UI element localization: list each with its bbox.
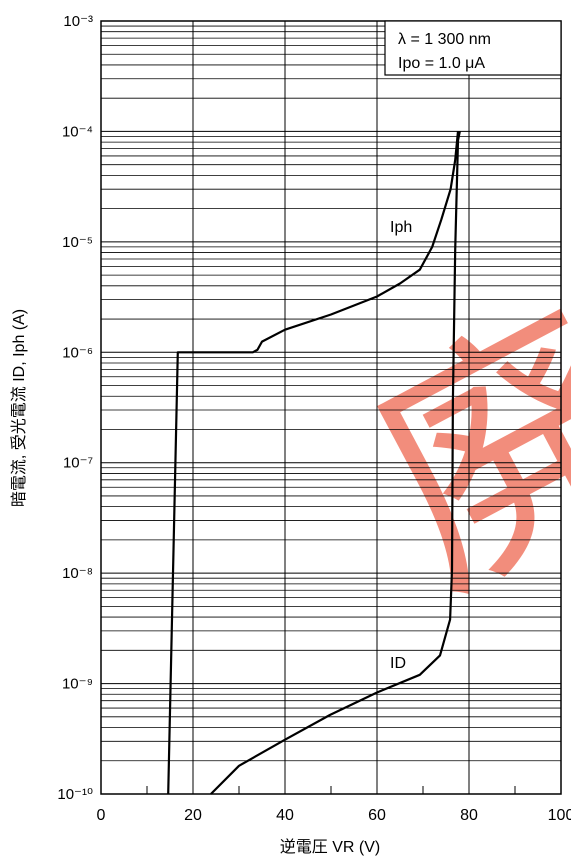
x-tick-label: 100 [548, 807, 571, 824]
y-tick-label: 10⁻³ [63, 13, 93, 30]
x-tick-label: 0 [97, 807, 106, 824]
y-tick-label: 10⁻¹⁰ [57, 786, 93, 803]
annotation: λ = 1 300 nm [398, 31, 491, 48]
x-tick-label: 60 [368, 807, 386, 824]
y-tick-label: 10⁻⁴ [62, 123, 93, 140]
annotation-box [384, 20, 562, 76]
y-tick-label: 10⁻⁷ [63, 455, 93, 472]
x-tick-label: 40 [276, 807, 294, 824]
series-label: ID [390, 655, 406, 672]
series-line [167, 131, 460, 795]
plot-frame [100, 20, 562, 795]
series-label: Iph [390, 219, 412, 236]
annotation: Ipo = 1.0 μA [398, 55, 485, 72]
y-axis-title: 暗電流, 受光電流 ID, Iph (A) [10, 309, 28, 507]
x-tick-label: 80 [460, 807, 478, 824]
x-axis-title: 逆電圧 VR (V) [280, 838, 380, 856]
x-tick-label: 20 [184, 807, 202, 824]
y-tick-label: 10⁻⁶ [62, 344, 93, 361]
y-tick-label: 10⁻⁵ [62, 234, 93, 251]
y-tick-label: 10⁻⁹ [62, 676, 93, 693]
y-tick-label: 10⁻⁸ [62, 565, 93, 582]
series-line [210, 131, 461, 795]
